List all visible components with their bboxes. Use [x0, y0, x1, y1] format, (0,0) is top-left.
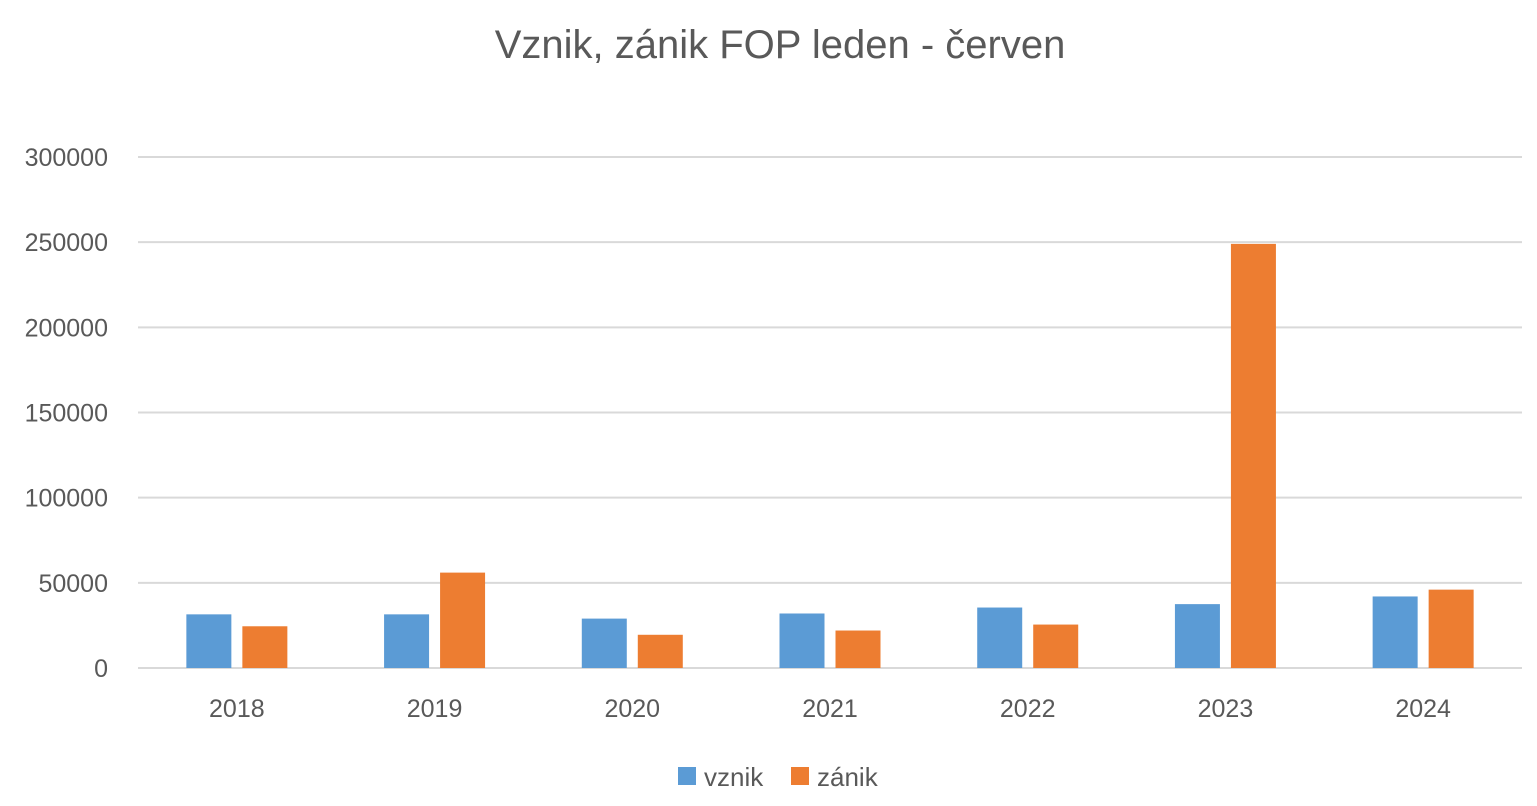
- legend-label-vznik: vznik: [704, 762, 764, 792]
- y-tick-label: 300000: [25, 144, 108, 172]
- y-tick-label: 200000: [25, 314, 108, 342]
- y-tick-label: 150000: [25, 400, 108, 428]
- x-tick-label: 2020: [604, 695, 660, 723]
- bar-zánik-2023: [1230, 243, 1276, 668]
- bar-zánik-2022: [1033, 624, 1079, 668]
- x-tick-label: 2024: [1395, 695, 1451, 723]
- x-tick-label: 2023: [1198, 695, 1254, 723]
- y-tick-label: 0: [94, 655, 108, 683]
- x-axis-ticks: 2018 2019 2020 2021 2022 2023 2024: [209, 695, 1451, 723]
- x-tick-label: 2018: [209, 695, 265, 723]
- bar-zánik-2018: [242, 626, 288, 668]
- bar-zánik-2021: [835, 630, 881, 668]
- bar-zánik-2024: [1428, 589, 1474, 668]
- bar-vznik-2019: [384, 614, 430, 668]
- legend-swatch-vznik: [678, 767, 696, 785]
- y-tick-label: 50000: [38, 570, 108, 598]
- legend-swatch-zánik: [791, 767, 809, 785]
- bars: [186, 243, 1474, 668]
- y-axis-ticks: 0 50000 100000 150000 200000 250000 300000: [25, 144, 108, 683]
- bar-vznik-2023: [1174, 604, 1220, 668]
- legend-label-zánik: zánik: [817, 762, 879, 792]
- x-tick-label: 2022: [1000, 695, 1056, 723]
- legend: vznik zánik: [678, 762, 879, 792]
- bar-vznik-2020: [581, 618, 627, 668]
- bar-vznik-2024: [1372, 596, 1418, 668]
- bar-zánik-2020: [637, 634, 683, 668]
- bar-vznik-2022: [977, 607, 1023, 668]
- bar-zánik-2019: [440, 572, 486, 668]
- chart-title: Vznik, zánik FOP leden - červen: [495, 23, 1066, 67]
- x-tick-label: 2019: [407, 695, 463, 723]
- y-tick-label: 250000: [25, 229, 108, 257]
- y-tick-label: 100000: [25, 485, 108, 513]
- gridlines: [138, 156, 1522, 669]
- bar-vznik-2018: [186, 614, 232, 668]
- x-tick-label: 2021: [802, 695, 858, 723]
- bar-vznik-2021: [779, 613, 825, 668]
